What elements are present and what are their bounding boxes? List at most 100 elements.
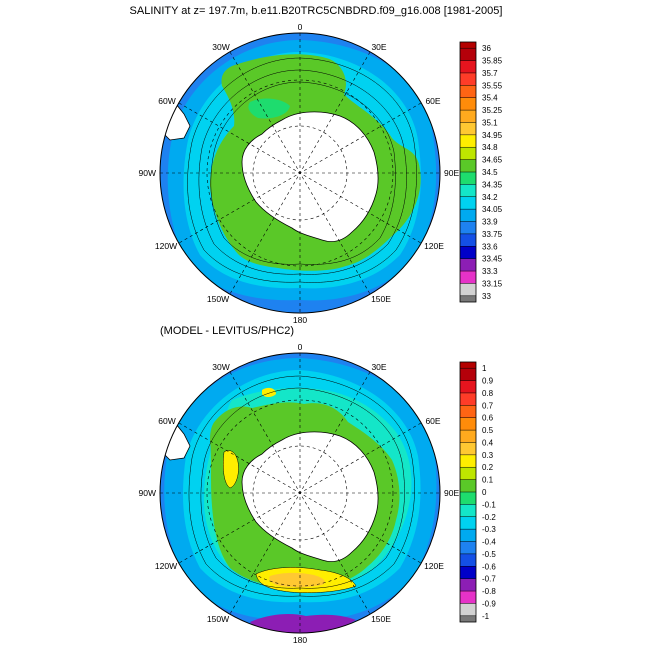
colorbar-label: 34.5	[482, 168, 498, 177]
diff-lon-label-60e: 60E	[425, 416, 440, 426]
salinity-longitude-labels: 0 30E 60E 90E 120E 150E 180 150W 120W 90…	[139, 22, 460, 325]
colorbar-label: 0.2	[482, 463, 494, 472]
colorbar-label: -0.4	[482, 538, 496, 547]
colorbar-label: 0.6	[482, 414, 494, 423]
colorbar-swatch	[460, 442, 476, 456]
colorbar-label: 0.9	[482, 377, 494, 386]
colorbar-label: -1	[482, 612, 490, 621]
difference-polar-map	[159, 352, 441, 634]
diff-antarctica-land	[241, 431, 379, 562]
colorbar-swatch	[460, 492, 476, 505]
lon-label-90e: 90E	[444, 168, 459, 178]
colorbar-label: 34.95	[482, 131, 503, 140]
colorbar-label: 35.55	[482, 81, 503, 90]
colorbar-swatch	[460, 172, 476, 185]
colorbar-swatch	[460, 541, 476, 555]
lon-label-150w: 150W	[207, 294, 229, 304]
lon-label-90w: 90W	[139, 168, 156, 178]
colorbar-top-cap	[460, 362, 476, 369]
colorbar-label: -0.3	[482, 525, 496, 534]
colorbar-label: 35.7	[482, 69, 498, 78]
colorbar-swatch	[460, 159, 476, 173]
colorbar-label: 34.8	[482, 143, 498, 152]
colorbar-swatch	[460, 405, 476, 419]
colorbar-swatch	[460, 72, 476, 86]
colorbar-swatch	[460, 246, 476, 260]
colorbar-label: -0.9	[482, 599, 496, 608]
colorbar-swatch	[460, 430, 476, 443]
difference-title: (MODEL - LEVITUS/PHC2)	[160, 325, 294, 337]
salinity-graticule	[160, 33, 440, 313]
diff-orange-core-south	[269, 572, 325, 588]
colorbar-label: -0.6	[482, 562, 496, 571]
diff-lon-label-0: 0	[298, 342, 303, 352]
lon-label-30e: 30E	[371, 42, 386, 52]
colorbar-swatch	[460, 454, 476, 468]
colorbar-swatch	[460, 258, 476, 272]
colorbar-label: -0.1	[482, 500, 496, 509]
colorbar-label: 0.4	[482, 438, 494, 447]
colorbar-swatch	[460, 516, 476, 530]
colorbar-swatch	[460, 368, 476, 382]
lon-label-120w: 120W	[155, 241, 177, 251]
antarctica-land	[241, 111, 379, 242]
colorbar-label: 33.15	[482, 279, 503, 288]
colorbar-label: -0.7	[482, 575, 496, 584]
colorbar-swatch	[460, 467, 476, 481]
colorbar-swatch	[460, 553, 476, 567]
lon-label-0: 0	[298, 22, 303, 32]
colorbar-label: 35.25	[482, 106, 503, 115]
colorbar-swatch	[460, 97, 476, 111]
colorbar-label: 33	[482, 292, 491, 301]
colorbar-swatch	[460, 603, 476, 617]
difference-graticule	[160, 353, 440, 633]
salinity-panel: SALINITY at z= 197.7m, b.e11.B20TRC5CNBD…	[130, 5, 503, 325]
colorbar-swatch	[460, 233, 476, 247]
colorbar-bottom-cap	[460, 615, 476, 622]
colorbar-label: 33.9	[482, 218, 498, 227]
diff-lon-label-90w: 90W	[139, 488, 156, 498]
colorbar-label: 36	[482, 44, 491, 53]
salinity-map-border	[159, 32, 441, 314]
diff-lon-label-150e: 150E	[371, 614, 391, 624]
colorbar-swatch	[460, 209, 476, 223]
colorbar-label: 35.4	[482, 94, 498, 103]
colorbar-swatch	[460, 85, 476, 99]
colorbar-swatch	[460, 110, 476, 123]
colorbar-label: 35.85	[482, 57, 503, 66]
colorbar-label: -0.2	[482, 513, 496, 522]
colorbar-swatch	[460, 147, 476, 161]
colorbar-label: 34.2	[482, 193, 498, 202]
colorbar-label: 0	[482, 488, 487, 497]
colorbar-label: 0.8	[482, 389, 494, 398]
difference-map-border	[159, 352, 441, 634]
difference-panel: (MODEL - LEVITUS/PHC2)	[139, 325, 497, 645]
colorbar-swatch	[460, 283, 476, 297]
colorbar-swatch	[460, 529, 476, 543]
colorbar-label: 33.3	[482, 267, 498, 276]
colorbar-label: 0.7	[482, 401, 494, 410]
diff-lon-label-180: 180	[293, 635, 307, 645]
colorbar-label: 0.5	[482, 426, 494, 435]
colorbar-label: -0.8	[482, 587, 496, 596]
diff-yellow-patch-north	[262, 387, 276, 397]
colorbar-label: 33.45	[482, 255, 503, 264]
colorbar-swatch	[460, 271, 476, 284]
colorbar-label: 33.6	[482, 242, 498, 251]
colorbar-swatch	[460, 504, 476, 518]
colorbar-swatch	[460, 479, 476, 493]
lon-label-150e: 150E	[371, 294, 391, 304]
colorbar-swatch	[460, 196, 476, 210]
colorbar-label: 34.35	[482, 180, 503, 189]
colorbar-bottom-cap	[460, 295, 476, 302]
australia-land	[431, 109, 440, 133]
colorbar-label: -0.5	[482, 550, 496, 559]
colorbar-top-cap	[460, 42, 476, 49]
diff-yellow-patch-west	[223, 450, 239, 488]
colorbar-swatch	[460, 184, 476, 198]
difference-colorbar: 1 0.9 0.8 0.7 0.6 0.5 0.4 0.3 0.2 0.1 0 -0.1 -0.2 -0.…	[459, 361, 496, 623]
colorbar-swatch	[460, 417, 476, 431]
colorbar-label: 1	[482, 364, 487, 373]
colorbar-label: 33.75	[482, 230, 503, 239]
lon-label-60w: 60W	[158, 96, 175, 106]
